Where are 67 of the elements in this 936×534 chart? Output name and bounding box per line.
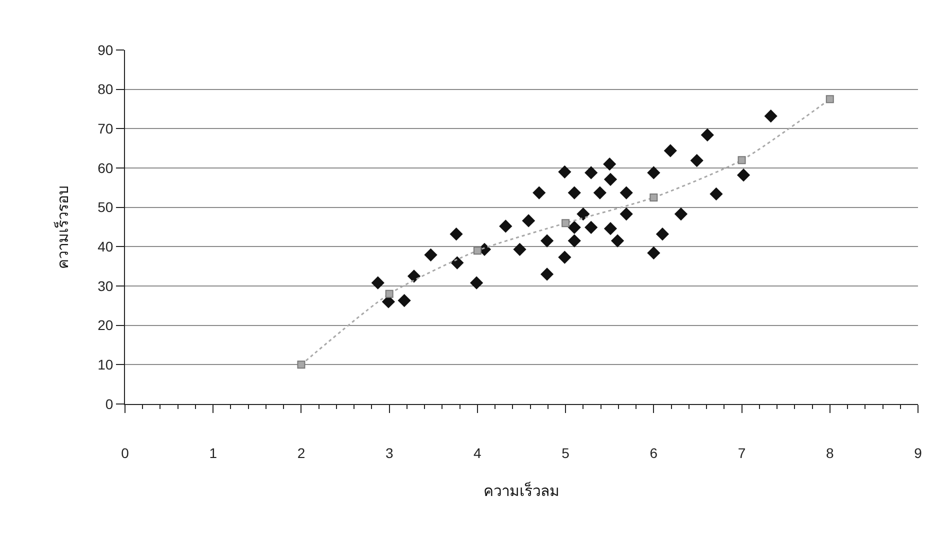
point bbox=[568, 234, 581, 248]
point bbox=[558, 166, 572, 178]
point bbox=[737, 168, 750, 182]
point bbox=[568, 186, 581, 200]
point bbox=[826, 95, 834, 104]
x-axis-title: ความเร็วลม bbox=[484, 480, 560, 500]
x-tick-label: 6 bbox=[650, 444, 658, 461]
point bbox=[656, 228, 669, 240]
x-tick-label: 7 bbox=[738, 444, 746, 461]
point bbox=[576, 208, 590, 220]
point bbox=[710, 188, 723, 200]
point bbox=[532, 186, 546, 200]
x-tick-label: 2 bbox=[297, 444, 306, 461]
point bbox=[611, 234, 624, 248]
point bbox=[568, 221, 581, 234]
point bbox=[408, 270, 420, 283]
y-tick-label: 90 bbox=[98, 42, 114, 58]
point bbox=[664, 144, 677, 158]
point bbox=[513, 243, 526, 256]
y-tick-label: 0 bbox=[105, 396, 114, 412]
y-tick-label: 10 bbox=[98, 356, 114, 373]
point bbox=[584, 221, 598, 234]
point bbox=[650, 194, 658, 202]
x-tick-label: 1 bbox=[209, 444, 218, 461]
point bbox=[540, 234, 554, 248]
point bbox=[620, 186, 633, 200]
point bbox=[398, 294, 411, 307]
y-tick-label: 50 bbox=[98, 199, 114, 216]
y-tick-label: 30 bbox=[98, 278, 114, 294]
x-tick-label: 8 bbox=[826, 444, 834, 461]
point bbox=[701, 128, 714, 142]
y-tick-label: 80 bbox=[98, 81, 114, 98]
point bbox=[470, 276, 483, 290]
point bbox=[522, 214, 535, 228]
y-tick-label: 60 bbox=[98, 160, 114, 176]
point bbox=[499, 220, 512, 233]
point bbox=[385, 290, 394, 298]
point bbox=[594, 186, 606, 200]
point bbox=[603, 158, 616, 170]
x-tick-label: 0 bbox=[121, 444, 130, 461]
point bbox=[604, 222, 617, 235]
x-tick-label: 4 bbox=[474, 444, 482, 461]
point bbox=[562, 219, 570, 228]
point bbox=[604, 173, 617, 186]
y-tick-label: 70 bbox=[98, 120, 114, 137]
y-axis-title: ความเร็วรอบ bbox=[52, 185, 72, 269]
point bbox=[372, 276, 384, 290]
point bbox=[558, 250, 572, 264]
x-tick-label: 5 bbox=[562, 444, 570, 461]
point bbox=[297, 360, 306, 369]
point bbox=[540, 268, 554, 281]
point bbox=[424, 248, 438, 262]
y-tick-label: 40 bbox=[98, 238, 114, 255]
point bbox=[674, 208, 688, 220]
x-tick-label: 3 bbox=[385, 444, 394, 461]
y-tick-label: 20 bbox=[98, 317, 114, 334]
point bbox=[620, 208, 633, 220]
point bbox=[764, 110, 778, 122]
point bbox=[450, 256, 464, 270]
point bbox=[647, 166, 660, 180]
point bbox=[473, 246, 482, 255]
point bbox=[450, 228, 463, 240]
point bbox=[584, 166, 598, 180]
point bbox=[647, 246, 660, 260]
x-tick-label: 9 bbox=[914, 444, 922, 461]
point bbox=[738, 156, 746, 164]
point bbox=[690, 154, 704, 167]
